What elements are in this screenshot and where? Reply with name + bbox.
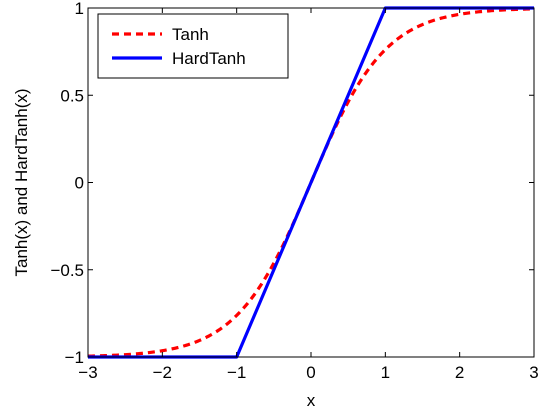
legend-box [97, 13, 289, 79]
axes-layer: −3 −2 −1 0 1 2 3 −1 −0.5 0 0.5 1 [50, 0, 538, 382]
legend: Tanh HardTanh [97, 13, 289, 79]
y-tick-label: 0 [75, 174, 84, 193]
x-tick-label: −3 [78, 363, 97, 382]
x-axis-label: x [307, 391, 316, 410]
x-tick-label: −1 [227, 363, 246, 382]
x-tick-label: 0 [306, 363, 315, 382]
legend-label-tanh: Tanh [172, 25, 209, 44]
series-line-tanh [87, 7, 535, 358]
y-tick-label: −0.5 [50, 261, 84, 280]
y-axis-label: Tanh(x) and HardTanh(x) [12, 88, 31, 276]
y-tick-label: 0.5 [60, 86, 84, 105]
x-tick-label: −2 [153, 363, 172, 382]
x-tick-label: 1 [381, 363, 390, 382]
x-tick-label: 3 [529, 363, 538, 382]
y-tick-label: −1 [65, 348, 84, 367]
x-tick-label: 2 [455, 363, 464, 382]
legend-label-hardtanh: HardTanh [172, 49, 246, 68]
y-tick-label: 1 [75, 0, 84, 18]
